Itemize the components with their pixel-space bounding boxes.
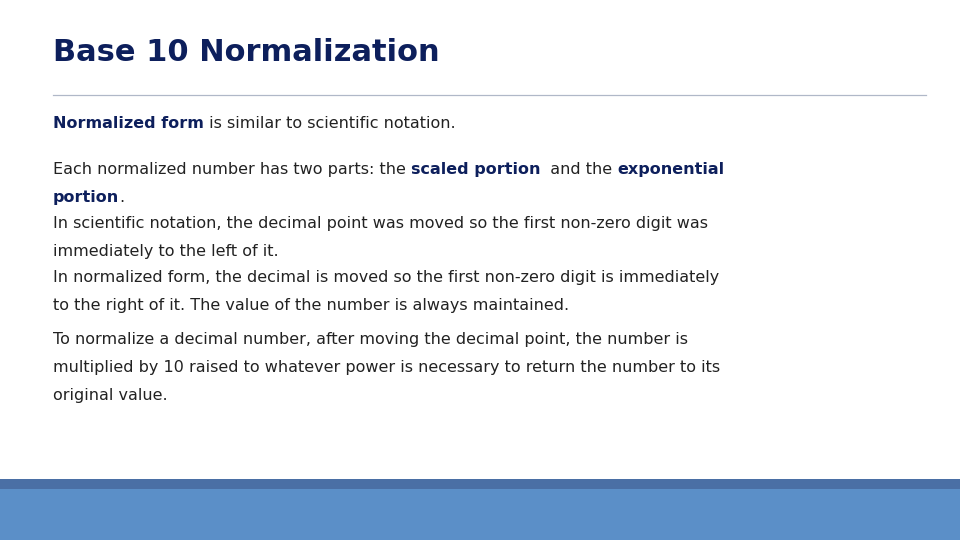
Text: portion: portion	[53, 190, 119, 205]
Bar	[0, 479, 960, 489]
Text: and the: and the	[540, 162, 617, 177]
Text: Normalized form: Normalized form	[53, 116, 204, 131]
Text: To normalize a decimal number, after moving the decimal point, the number is: To normalize a decimal number, after mov…	[53, 332, 687, 347]
Text: In normalized form, the decimal is moved so the first non-zero digit is immediat: In normalized form, the decimal is moved…	[53, 270, 719, 285]
Text: Base 10 Normalization: Base 10 Normalization	[53, 38, 440, 67]
Text: multiplied by 10 raised to whatever power is necessary to return the number to i: multiplied by 10 raised to whatever powe…	[53, 360, 720, 375]
Text: In scientific notation, the decimal point was moved so the first non-zero digit : In scientific notation, the decimal poin…	[53, 216, 708, 231]
Text: to the right of it. The value of the number is always maintained.: to the right of it. The value of the num…	[53, 298, 569, 313]
Text: Each normalized number has two parts: the: Each normalized number has two parts: th…	[53, 162, 411, 177]
Text: PRELUDE TO PROGRAMMING, 6TH EDITION BY ELIZABETH DRAKE: PRELUDE TO PROGRAMMING, 6TH EDITION BY E…	[356, 510, 604, 518]
Bar	[0, 489, 960, 540]
Text: immediately to the left of it.: immediately to the left of it.	[53, 244, 278, 259]
Text: is similar to scientific notation.: is similar to scientific notation.	[204, 116, 455, 131]
Text: scaled portion: scaled portion	[411, 162, 540, 177]
Text: .: .	[119, 190, 124, 205]
Text: original value.: original value.	[53, 388, 167, 403]
Text: exponential: exponential	[617, 162, 725, 177]
